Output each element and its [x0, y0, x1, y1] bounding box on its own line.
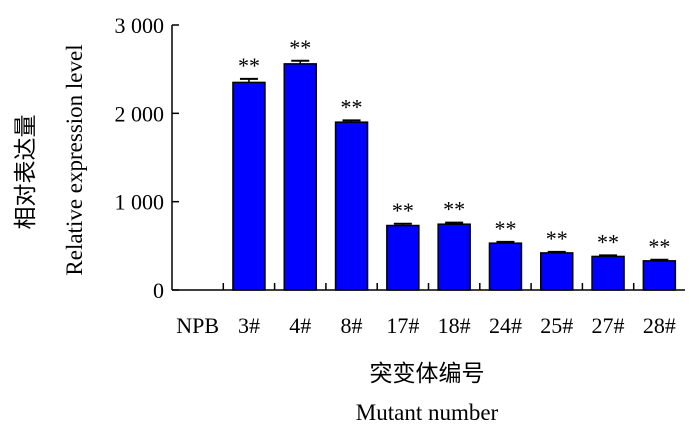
bar [591, 255, 625, 291]
bar [232, 81, 266, 291]
x-axis-title-cn: 突变体编号 [370, 361, 485, 386]
x-axis-title: Mutant number [356, 400, 499, 425]
x-tick-label: NPB [176, 313, 219, 338]
x-tick-label: 25# [540, 313, 573, 338]
significance-label: ** [238, 53, 260, 78]
error-bars-group [239, 59, 669, 261]
significance-label: ** [443, 197, 465, 222]
y-tick-label: 1 000 [115, 190, 165, 215]
y-axis-title-cn: 相对表达量 [13, 115, 38, 230]
bar [437, 223, 471, 291]
y-axis-title: Relative expression level [62, 44, 87, 275]
x-tick-label: 18# [438, 313, 471, 338]
bar [334, 121, 369, 291]
bar [283, 63, 317, 291]
x-tick-label: 3# [238, 313, 260, 338]
x-tick-label: 27# [592, 313, 625, 338]
significance-label: ** [289, 35, 311, 60]
bar [540, 252, 574, 291]
x-tick-labels-group: NPB 3# 4# 8# 17# 18# 24# 25# 27# 28# [176, 313, 676, 338]
x-tick-label: 24# [489, 313, 522, 338]
y-tick-label: 0 [153, 278, 164, 303]
significance-label: ** [392, 198, 414, 223]
bar [488, 242, 523, 291]
significance-label: ** [546, 226, 568, 251]
y-ticks-group: 0 1 000 2 000 3 000 [115, 13, 179, 303]
y-tick-label: 3 000 [115, 13, 165, 38]
x-tick-label: 4# [289, 313, 311, 338]
significance-group: ** ** ** ** ** ** ** ** ** [238, 35, 670, 259]
x-tick-label: 17# [386, 313, 419, 338]
y-tick-label: 2 000 [115, 101, 165, 126]
x-tick-label: 28# [643, 313, 676, 338]
bar [386, 224, 420, 291]
significance-label: ** [341, 94, 363, 119]
x-tick-label: 8# [341, 313, 363, 338]
bar [642, 260, 677, 291]
significance-label: ** [494, 216, 516, 241]
x-ticks-group [222, 283, 635, 290]
significance-label: ** [648, 234, 670, 259]
significance-label: ** [597, 229, 619, 254]
